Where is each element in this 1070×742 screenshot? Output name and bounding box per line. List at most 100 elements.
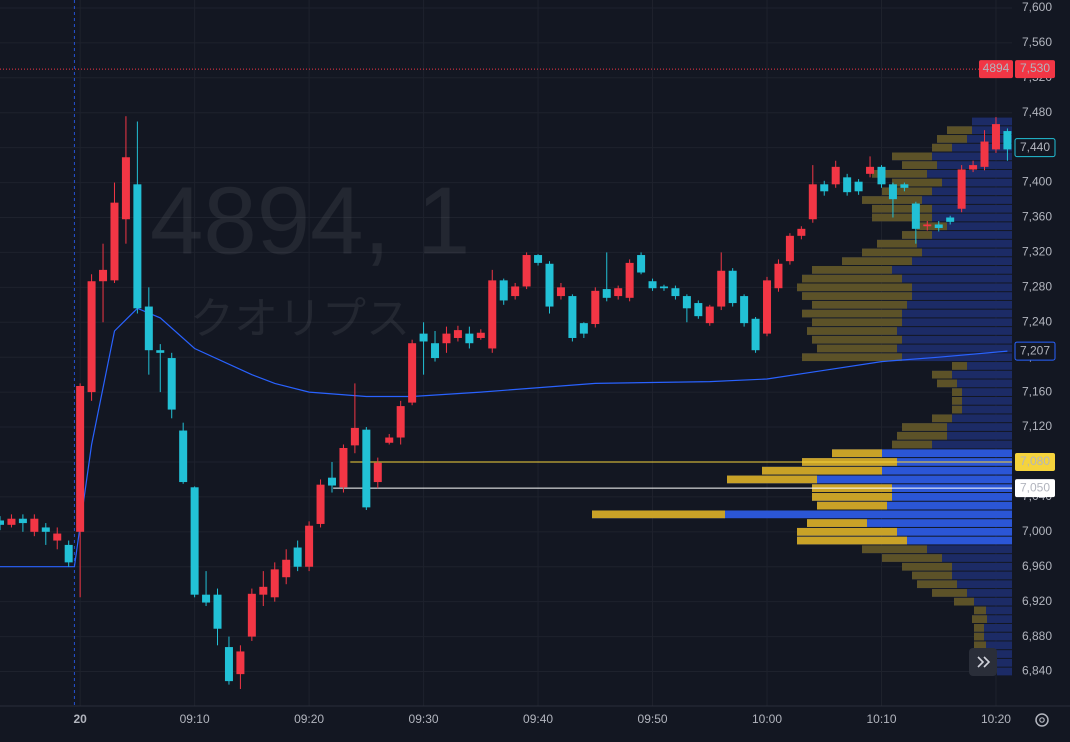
profile-up: [882, 187, 932, 196]
candle-body: [247, 593, 256, 637]
profile-total: [912, 571, 1012, 580]
candle-body: [900, 184, 909, 188]
candle-body: [453, 330, 462, 338]
candle-body: [327, 477, 336, 486]
profile-up: [862, 248, 922, 257]
candle-body: [373, 462, 382, 483]
candle-body: [419, 333, 428, 342]
candle-body: [774, 263, 783, 289]
candle-body: [820, 184, 829, 192]
y-tick-label: 7,160: [1022, 384, 1052, 398]
profile-total: [974, 606, 1012, 615]
candle-body: [465, 333, 474, 344]
profile-total: [592, 510, 1012, 519]
profile-total: [952, 405, 1012, 414]
profile-total: [817, 501, 1012, 510]
x-tick-label: 10:10: [866, 712, 896, 726]
watermark-name: クオリプス: [190, 295, 410, 344]
profile-up: [832, 449, 882, 458]
profile-total: [974, 641, 1012, 650]
profile-total: [902, 161, 1012, 169]
candle-body: [442, 333, 451, 344]
profile-total: [862, 545, 1012, 554]
candle-body: [431, 343, 440, 359]
candle-body: [350, 427, 359, 446]
candle-body: [190, 487, 199, 595]
profile-up: [797, 283, 912, 292]
candle-body: [408, 343, 417, 403]
profile-up: [877, 239, 917, 248]
candle-body: [339, 447, 348, 488]
price-line-label-box: [1015, 452, 1055, 471]
y-tick-label: 7,280: [1022, 280, 1052, 294]
profile-up: [954, 597, 974, 606]
candle-body: [934, 224, 943, 228]
profile-up: [902, 423, 947, 431]
candle-body: [282, 559, 291, 578]
profile-total: [872, 204, 1012, 213]
candle-body: [682, 296, 691, 309]
candle-body: [179, 430, 188, 483]
profile-up: [952, 388, 962, 396]
profile-up: [972, 615, 987, 623]
candle-body: [740, 296, 749, 324]
candle-body: [396, 406, 405, 438]
profile-total: [974, 623, 1012, 632]
candle-body: [385, 437, 394, 443]
profile-total: [892, 178, 1012, 187]
candle-body: [797, 228, 806, 236]
profile-up: [932, 589, 967, 597]
y-tick-label: 6,840: [1022, 664, 1052, 678]
profile-up: [872, 169, 927, 178]
candle-body: [969, 165, 978, 170]
candle-body: [30, 518, 39, 532]
profile-up: [892, 440, 932, 449]
profile-total: [802, 353, 1012, 362]
candle-body: [133, 184, 142, 309]
candle-body: [763, 280, 772, 334]
scroll-button[interactable]: [969, 648, 997, 676]
candle-body: [545, 263, 554, 307]
profile-up: [812, 493, 892, 501]
profile-total: [812, 300, 1012, 309]
profile-up: [974, 641, 986, 650]
settings-button[interactable]: [1035, 713, 1049, 727]
profile-up: [797, 527, 897, 536]
profile-total: [727, 475, 1012, 484]
candle-body: [522, 255, 531, 287]
candle-body: [602, 289, 611, 298]
profile-up: [797, 536, 907, 545]
profile-total: [802, 274, 1012, 283]
moving-average: [0, 307, 1008, 568]
candle-body: [76, 386, 85, 532]
profile-total: [882, 554, 1012, 562]
profile-up: [902, 562, 952, 571]
profile-up: [917, 580, 957, 589]
profile-up: [917, 222, 947, 231]
profile-total: [954, 597, 1012, 606]
profile-up: [802, 353, 902, 362]
profile-up: [812, 300, 907, 309]
profile-up: [802, 309, 902, 318]
ma-price-box: [1014, 341, 1056, 361]
y-tick-label: 7,240: [1022, 314, 1052, 328]
y-tick-label: 7,400: [1022, 175, 1052, 189]
profile-up: [817, 501, 887, 510]
profile-total: [937, 135, 1012, 143]
profile-up: [807, 519, 867, 527]
profile-total: [972, 615, 1012, 623]
profile-total: [902, 423, 1012, 431]
profile-up: [952, 362, 967, 370]
candle-body: [0, 520, 4, 525]
profile-up: [952, 396, 962, 405]
candle-body: [625, 262, 634, 298]
profile-total: [872, 169, 1012, 178]
candle-body: [362, 429, 371, 508]
candle-body: [866, 166, 875, 174]
profile-total: [892, 152, 1012, 161]
profile-up: [912, 571, 952, 580]
profile-total: [812, 318, 1012, 327]
candle-body: [957, 169, 966, 209]
price-line-label: 7,050: [1020, 480, 1050, 494]
y-tick-label: 7,360: [1022, 210, 1052, 224]
